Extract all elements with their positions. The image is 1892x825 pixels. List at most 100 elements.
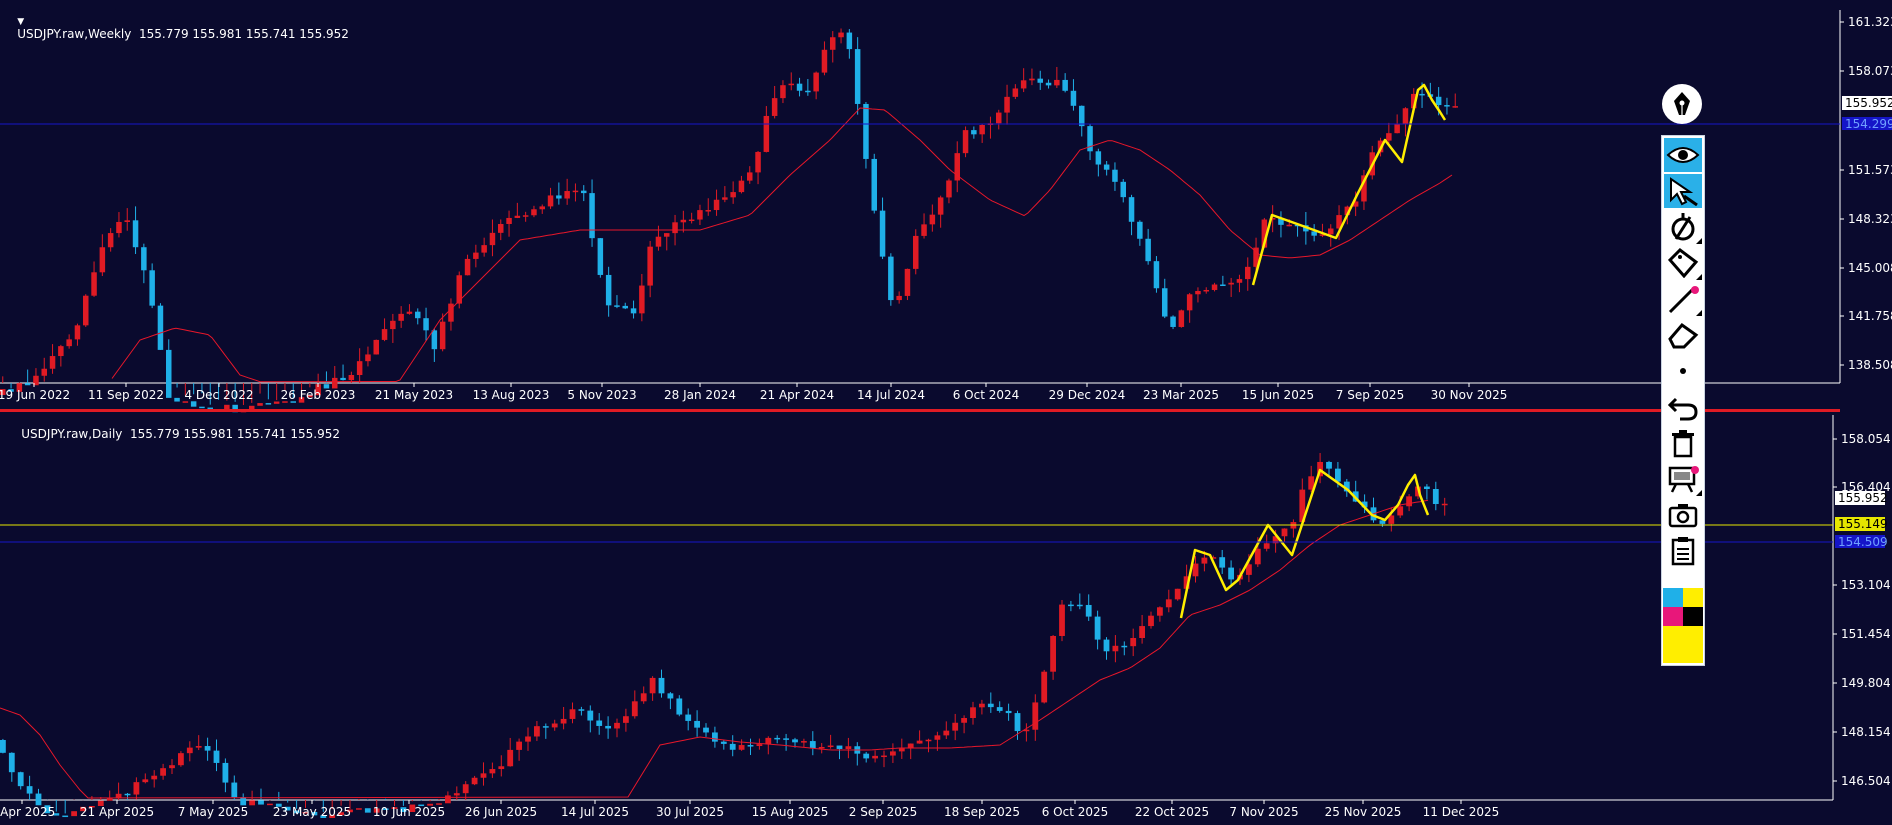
weekly-zigzag-drawing <box>1251 83 1447 286</box>
candle-body <box>1029 78 1035 81</box>
candle-body <box>605 274 612 306</box>
candle-body <box>1236 279 1243 283</box>
candle-body <box>1103 164 1110 170</box>
candle-body <box>1085 604 1092 617</box>
candle-body <box>765 737 772 745</box>
color-swatch-yellow[interactable] <box>1683 588 1703 607</box>
candle-body <box>647 246 653 286</box>
candle-body <box>1319 234 1326 236</box>
screenshot-button[interactable] <box>1664 498 1702 532</box>
candle-body <box>133 782 140 795</box>
point-size-button[interactable] <box>1664 354 1702 388</box>
candle-body <box>453 793 460 796</box>
candle-body <box>97 800 104 806</box>
undo-button[interactable] <box>1664 390 1702 424</box>
price-tick-label: 153.104 <box>1841 578 1891 592</box>
color-swatch-magenta[interactable] <box>1663 607 1683 626</box>
candle-body <box>1352 201 1359 207</box>
candle-body <box>1012 88 1019 97</box>
pointer-icon <box>1670 177 1698 206</box>
daily-moving-average-line <box>0 499 1429 799</box>
candle-body <box>231 782 238 798</box>
screen-tool-button[interactable] <box>1664 462 1702 496</box>
candle-body <box>480 773 487 778</box>
candle-body <box>195 746 202 748</box>
candle-body <box>1211 284 1218 290</box>
candle-body <box>1178 310 1185 327</box>
candle-body <box>423 318 429 331</box>
candle-body <box>818 746 825 749</box>
color-swatch-cyan[interactable] <box>1663 588 1683 607</box>
candle-body <box>1112 645 1119 652</box>
collapse-arrow-icon[interactable]: ▼ <box>17 17 25 27</box>
candle-body <box>655 236 662 247</box>
candle-body <box>971 130 977 135</box>
candle-body <box>925 739 932 742</box>
candle-body <box>534 726 540 737</box>
date-label: 13 Aug 2023 <box>473 388 550 402</box>
select-pointer-button[interactable] <box>1664 174 1702 208</box>
candle-body <box>249 800 255 806</box>
candle-body <box>1050 635 1056 672</box>
candle-body <box>275 803 282 807</box>
eraser-tool-button[interactable] <box>1664 318 1702 352</box>
candle-body <box>265 403 272 405</box>
candle-body <box>83 295 89 326</box>
weekly-chart[interactable]: 161.323 158.073 155.952 151.573 148.323 145.0… <box>0 10 1892 413</box>
candle-body <box>1137 221 1143 239</box>
trendline-tool-button[interactable] <box>1664 282 1702 316</box>
date-label: 30 Jul 2025 <box>656 805 724 819</box>
candle-body <box>232 404 238 413</box>
candle-body <box>890 751 896 756</box>
candle-body <box>320 815 327 818</box>
candle-body <box>1210 557 1217 559</box>
tag-icon <box>1667 248 1699 278</box>
color-swatch-black[interactable] <box>1683 607 1703 626</box>
date-label: 14 Jul 2024 <box>857 388 925 402</box>
candle-body <box>597 238 604 275</box>
candle-body <box>979 703 985 708</box>
candle-body <box>53 813 60 816</box>
candle-body <box>623 716 629 723</box>
submenu-corner-icon <box>1696 238 1702 244</box>
date-label: 7 Nov 2025 <box>1229 805 1298 819</box>
candle-body <box>160 768 166 776</box>
blue-line-label: 154.299 <box>1845 117 1892 131</box>
candle-body <box>863 103 869 159</box>
blue-line-label-bg <box>1842 117 1892 130</box>
candle-body <box>142 779 149 783</box>
candle-body <box>658 677 665 694</box>
candle-body <box>1299 489 1306 523</box>
candle-body <box>913 235 919 269</box>
candle-body <box>178 753 184 766</box>
clipboard-button[interactable] <box>1664 534 1702 568</box>
current-color-swatch[interactable] <box>1663 626 1703 663</box>
delete-all-button[interactable] <box>1664 426 1702 460</box>
candle-body <box>805 90 811 93</box>
candle-body <box>436 803 442 805</box>
candle-body <box>373 339 379 355</box>
candle-body <box>282 401 288 403</box>
pen-tool-button[interactable] <box>1662 84 1702 124</box>
candle-body <box>284 806 291 811</box>
candle-body <box>17 772 24 787</box>
candle-body <box>730 192 736 198</box>
candle-body <box>169 765 175 769</box>
candle-body <box>258 800 264 805</box>
candle-body <box>1361 501 1368 508</box>
candle-body <box>952 722 959 731</box>
candle-body <box>871 158 877 211</box>
candle-body <box>506 217 512 224</box>
candle-body <box>801 741 807 743</box>
color-dot-icon <box>1691 286 1699 294</box>
candle-body <box>1195 290 1201 295</box>
label-tool-button[interactable] <box>1664 246 1702 280</box>
candle-body <box>1253 247 1259 267</box>
candle-body <box>471 777 478 785</box>
compass-tool-button[interactable] <box>1664 210 1702 244</box>
undo-icon <box>1667 397 1698 421</box>
candle-body <box>431 330 438 350</box>
toggle-visibility-button[interactable] <box>1664 138 1702 172</box>
